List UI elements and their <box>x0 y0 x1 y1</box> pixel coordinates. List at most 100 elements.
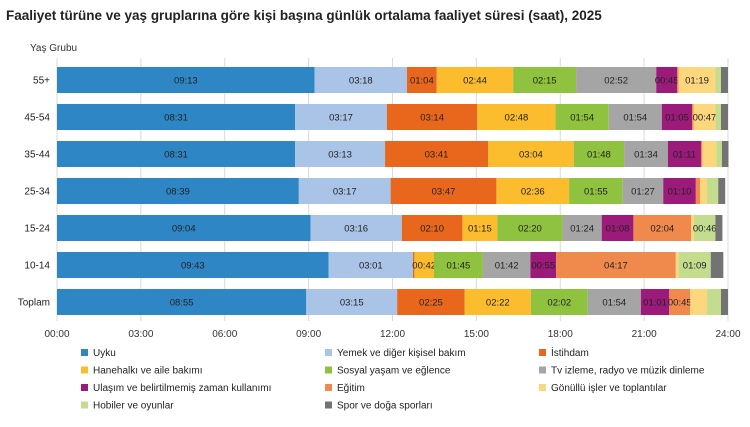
bar-segment <box>715 215 723 241</box>
data-label: 01:42 <box>495 261 519 272</box>
data-label: 03:16 <box>344 224 368 235</box>
bar-segment <box>530 289 588 315</box>
bar-segment <box>57 67 315 93</box>
bar-segment <box>462 215 498 241</box>
data-label: 01:27 <box>631 187 655 198</box>
legend-swatch <box>81 366 88 374</box>
data-label: 01:15 <box>468 224 492 235</box>
bar-segment <box>677 67 679 93</box>
legend-label: Hanehalkı ve aile bakımı <box>93 366 203 377</box>
bar-segment <box>624 141 668 167</box>
bar-segment <box>57 252 329 278</box>
bar-segment <box>721 67 729 93</box>
legend-label: Eğitim <box>337 383 365 394</box>
bar-segment <box>721 289 729 315</box>
legend-swatch <box>539 366 546 374</box>
legend-swatch <box>539 349 546 356</box>
bar-segment <box>693 104 716 130</box>
data-label: 00:46 <box>693 224 717 235</box>
legend: Uyku Yemek ve diğer kişisel bakım İstihdam… <box>81 346 705 412</box>
data-label: 00:42 <box>412 261 436 272</box>
bar-segment <box>716 141 722 167</box>
legend-label: Sosyal yaşam ve eğlence <box>337 366 451 377</box>
data-label: 01:54 <box>623 113 647 124</box>
bar-segment <box>57 141 296 167</box>
x-tick-label: 12:00 <box>380 329 405 340</box>
bar-segment <box>702 141 717 167</box>
bar-segment <box>640 289 670 315</box>
data-label: 01:05 <box>665 113 689 124</box>
bar-segment <box>622 178 664 204</box>
bar-segment <box>386 104 478 130</box>
data-label: 02:15 <box>533 76 557 87</box>
data-label: 02:04 <box>650 224 674 235</box>
data-label: 01:55 <box>584 187 608 198</box>
data-label: 03:14 <box>420 113 444 124</box>
data-label: 02:44 <box>463 76 487 87</box>
data-label: 08:55 <box>170 298 194 309</box>
bar-segment <box>663 178 696 204</box>
data-label: 01:24 <box>570 224 594 235</box>
bar-segment <box>530 252 557 278</box>
x-tick-label: 18:00 <box>548 329 573 340</box>
category-label: 45-54 <box>24 113 50 124</box>
x-tick-label: 09:00 <box>296 329 321 340</box>
legend-swatch <box>325 401 332 409</box>
data-label: 01:45 <box>447 261 471 272</box>
category-labels: 55+ 45-54 35-44 25-34 15-24 10-14 Toplam <box>18 76 51 309</box>
bar-segment <box>57 104 296 130</box>
data-label: 03:04 <box>519 150 543 161</box>
data-label: 09:13 <box>174 76 198 87</box>
bar-segment <box>496 178 570 204</box>
bar-segment <box>678 252 711 278</box>
bar-segment <box>715 104 722 130</box>
legend-swatch <box>325 366 332 374</box>
data-label: 01:54 <box>602 298 626 309</box>
bar-segment <box>555 104 609 130</box>
data-label: 02:02 <box>547 298 571 309</box>
x-tick-labels: 00:00 03:00 06:00 09:00 12:00 15:00 18:00 21:00… <box>44 329 740 340</box>
data-label: 03:41 <box>425 150 449 161</box>
data-label: 00:45 <box>655 76 679 87</box>
data-label: 02:20 <box>518 224 542 235</box>
bar-segment <box>406 67 437 93</box>
legend-swatch <box>325 384 332 391</box>
bar-segment <box>328 252 414 278</box>
bar-segment <box>601 215 634 241</box>
category-label: 25-34 <box>24 187 50 198</box>
bar-segment <box>385 141 489 167</box>
bar-segment <box>397 289 465 315</box>
bar-segment <box>298 178 391 204</box>
bar-segment <box>667 141 701 167</box>
bar-segment <box>661 104 693 130</box>
bar-segment <box>675 252 679 278</box>
bar-segment <box>295 141 386 167</box>
x-tick-label: 15:00 <box>464 329 489 340</box>
bar-segment <box>573 141 625 167</box>
data-label: 03:18 <box>349 76 373 87</box>
legend-swatch <box>539 384 546 391</box>
bar-segment <box>710 252 724 278</box>
bar-segment <box>715 67 722 93</box>
bar-segment <box>695 178 701 204</box>
legend-label: Spor ve doğa sporları <box>337 401 433 412</box>
legend-swatch <box>325 349 332 356</box>
legend-swatch <box>81 349 88 356</box>
data-label: 02:48 <box>505 113 529 124</box>
bar-segment <box>57 215 311 241</box>
data-label: 09:04 <box>172 224 196 235</box>
data-label: 03:13 <box>328 150 352 161</box>
legend-label: Gönüllü işler ve toplantılar <box>551 383 667 394</box>
data-label: 01:11 <box>673 150 696 161</box>
bar-segment <box>587 289 641 315</box>
bar-segment <box>314 67 407 93</box>
data-label: 03:17 <box>329 113 353 124</box>
bar-segment <box>556 252 676 278</box>
data-label: 00:55 <box>531 261 555 272</box>
data-label: 02:10 <box>420 224 444 235</box>
legend-label: Hobiler ve oyunlar <box>93 401 174 412</box>
bar-segment <box>690 289 708 315</box>
bar-segment <box>693 215 716 241</box>
